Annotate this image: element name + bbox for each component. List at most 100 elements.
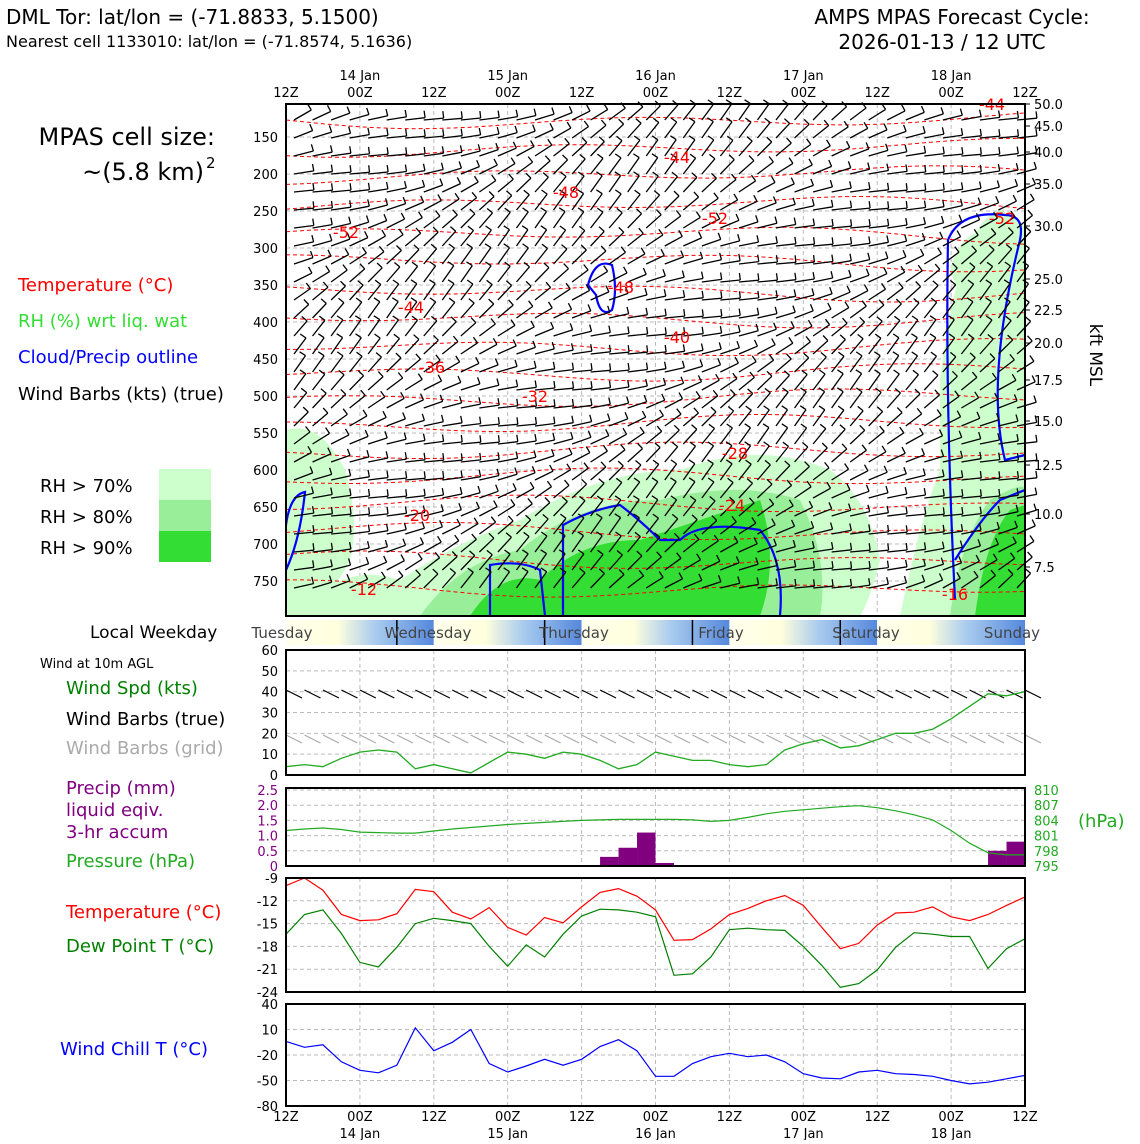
wind-barb bbox=[868, 471, 888, 481]
wind-barb-flag bbox=[577, 171, 585, 177]
wind-barb bbox=[497, 441, 518, 445]
wind-barb bbox=[775, 465, 791, 481]
bottom-date-tick: 18 Jan bbox=[931, 1127, 972, 1140]
wind-barb-flag bbox=[586, 104, 591, 112]
wind-barb-flag bbox=[985, 279, 992, 285]
wind-barb bbox=[775, 391, 789, 409]
wind-barb bbox=[738, 427, 752, 445]
wind-barb-flag bbox=[522, 549, 529, 555]
wind-barb bbox=[331, 531, 352, 535]
wind-barb-flag bbox=[978, 523, 982, 531]
wind-barb bbox=[719, 521, 737, 535]
bottom-hour-tick: 12Z bbox=[1012, 1110, 1038, 1125]
wind-barb bbox=[979, 283, 993, 301]
wind-barb-flag bbox=[477, 485, 481, 493]
wind-barb bbox=[609, 369, 630, 373]
wind-barb-flag bbox=[828, 159, 833, 167]
wind-barb-flag bbox=[614, 513, 621, 519]
wind-barb-flag bbox=[515, 109, 519, 117]
wind-barb bbox=[423, 215, 441, 229]
wind-barb-flag bbox=[452, 209, 458, 216]
wind-barb-flag bbox=[530, 320, 535, 328]
wind-barb bbox=[868, 583, 889, 589]
wind-barb-flag bbox=[652, 117, 660, 124]
wind-barb bbox=[998, 477, 1019, 481]
wind-barb bbox=[701, 197, 719, 211]
wind-barb bbox=[1016, 265, 1030, 283]
weekday-band bbox=[877, 620, 1025, 645]
wind-barb-flag bbox=[563, 263, 569, 270]
wind-barb bbox=[794, 184, 814, 193]
wind-barb-flag bbox=[868, 219, 871, 227]
wind-barb-flag bbox=[710, 406, 717, 413]
wind-barb bbox=[479, 404, 500, 409]
wind-barb-flag bbox=[1027, 209, 1033, 216]
wind-barb-flag bbox=[885, 485, 889, 493]
wind-barb bbox=[423, 339, 439, 355]
wind-barb bbox=[590, 369, 611, 373]
wind-barb bbox=[812, 165, 832, 175]
wind-barb-flag bbox=[790, 321, 795, 328]
wind-barb bbox=[368, 153, 389, 157]
wind-barb bbox=[441, 340, 459, 355]
wind-barb-flag bbox=[616, 550, 623, 556]
wind-barb-flag bbox=[615, 477, 623, 484]
temperature-contour-label: -32 bbox=[522, 387, 548, 406]
bottom-date-tick: 17 Jan bbox=[783, 1127, 824, 1140]
wind-barb bbox=[312, 151, 333, 157]
wind-barb bbox=[997, 320, 1012, 337]
wind-barb-flag bbox=[305, 426, 311, 433]
wind-barb-flag bbox=[454, 192, 460, 200]
wind-barb-flag bbox=[577, 189, 584, 195]
wind-barb-flag bbox=[857, 405, 864, 412]
wind-barb bbox=[868, 411, 884, 427]
wind-barb bbox=[812, 508, 832, 517]
wind-barb-flag bbox=[868, 543, 871, 551]
wind-barb-flag bbox=[422, 163, 426, 171]
wind-barb-flag bbox=[460, 128, 463, 136]
wind-barb-flag bbox=[678, 572, 684, 580]
wind-barb-flag bbox=[663, 361, 667, 369]
wind-barb bbox=[775, 327, 795, 337]
wind-barb-flag bbox=[568, 447, 573, 455]
wind-barb bbox=[775, 505, 794, 517]
pressure-tick: 450 bbox=[253, 353, 278, 368]
wind-barb bbox=[404, 265, 419, 283]
wind-barb-flag bbox=[681, 270, 685, 278]
wind-barb bbox=[534, 247, 549, 265]
wind-barb bbox=[868, 288, 886, 301]
wind-barb-flag bbox=[670, 477, 677, 483]
wind-barb-flag bbox=[942, 146, 945, 154]
wind-barb-flag bbox=[329, 145, 333, 153]
wind-barb bbox=[478, 323, 496, 337]
wind-barb-flag bbox=[637, 443, 643, 450]
surface-wind-barb-grid bbox=[729, 734, 746, 744]
wind-barb-flag bbox=[934, 389, 940, 396]
wind-barb-flag bbox=[876, 406, 884, 413]
wind-barb-flag bbox=[540, 567, 548, 573]
wind-barb bbox=[905, 548, 926, 553]
wind-barb bbox=[719, 139, 734, 157]
wind-barb-flag bbox=[969, 262, 976, 268]
wind-barb bbox=[442, 459, 463, 463]
wind-barb-flag bbox=[523, 531, 530, 538]
wind-barb bbox=[497, 489, 517, 499]
wind-barb bbox=[886, 432, 905, 445]
wind-barb-flag bbox=[403, 180, 407, 189]
wind-barb-flag bbox=[662, 377, 667, 385]
bottom-hour-tick: 12Z bbox=[421, 1110, 447, 1125]
wind-barb bbox=[942, 134, 963, 139]
wind-barb bbox=[627, 416, 646, 427]
wind-barb-flag bbox=[326, 105, 332, 112]
wind-barb bbox=[683, 315, 704, 319]
wind-barb-flag bbox=[365, 215, 370, 223]
wind-barb bbox=[979, 574, 996, 589]
wind-barb bbox=[720, 331, 741, 337]
wind-barb-flag bbox=[768, 156, 774, 163]
wind-barb bbox=[608, 554, 623, 571]
wind-barb-flag bbox=[614, 495, 622, 501]
cell-size-sup: 2 bbox=[206, 154, 216, 172]
wind-barb-flag bbox=[405, 471, 408, 479]
wind-barb-flag bbox=[1015, 163, 1019, 171]
wind-barb-flag bbox=[859, 316, 866, 323]
